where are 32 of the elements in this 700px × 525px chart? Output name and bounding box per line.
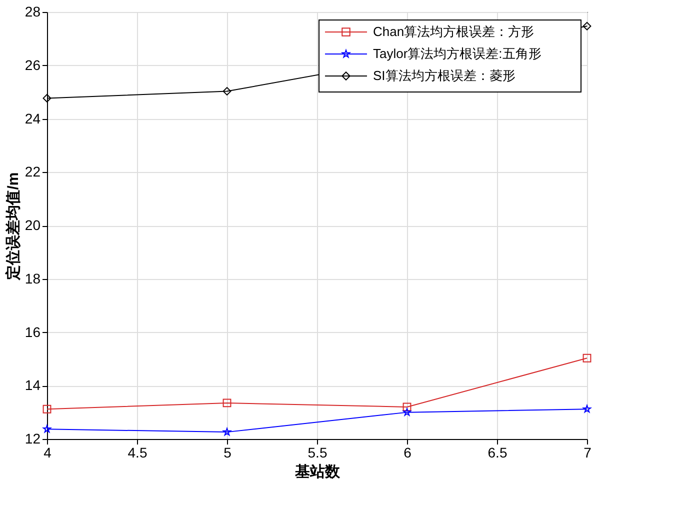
y-tick-label: 22 xyxy=(24,164,41,180)
x-tick-label: 6.5 xyxy=(488,444,508,460)
point xyxy=(402,408,412,416)
y-tick-label: 26 xyxy=(24,56,41,73)
point xyxy=(42,404,52,414)
point xyxy=(402,402,412,412)
point xyxy=(582,404,592,413)
point xyxy=(42,94,52,102)
point xyxy=(222,398,232,408)
y-tick-label: 18 xyxy=(24,270,41,286)
legend-label: Chan算法均方根误差：方形 xyxy=(373,24,534,39)
x-tick-label: 5 xyxy=(224,444,232,460)
y-tick-label: 14 xyxy=(24,377,41,394)
x-tick-label: 6 xyxy=(404,444,412,460)
y-tick-label: 20 xyxy=(24,217,41,233)
point xyxy=(582,22,592,30)
y-tick-label: 16 xyxy=(24,324,41,340)
point xyxy=(582,354,592,362)
y-tick-label: 28 xyxy=(24,4,41,20)
x-tick-label: 7 xyxy=(584,444,592,460)
point xyxy=(222,87,232,96)
y-tick-label: 24 xyxy=(24,110,41,126)
legend-label: Taylor算法均方根误差:五角形 xyxy=(373,46,542,61)
x-tick-label: 4 xyxy=(44,444,52,460)
legend-label: SI算法均方根误差：菱形 xyxy=(373,68,516,83)
x-axis-title: 基站数 xyxy=(294,464,341,480)
point xyxy=(222,428,232,436)
point xyxy=(42,424,52,433)
x-tick-label: 5.5 xyxy=(308,444,328,460)
x-tick-label: 4.5 xyxy=(128,444,148,460)
y-tick-label: 12 xyxy=(24,430,41,446)
y-axis-title: 定位误差均值/m xyxy=(4,172,22,281)
